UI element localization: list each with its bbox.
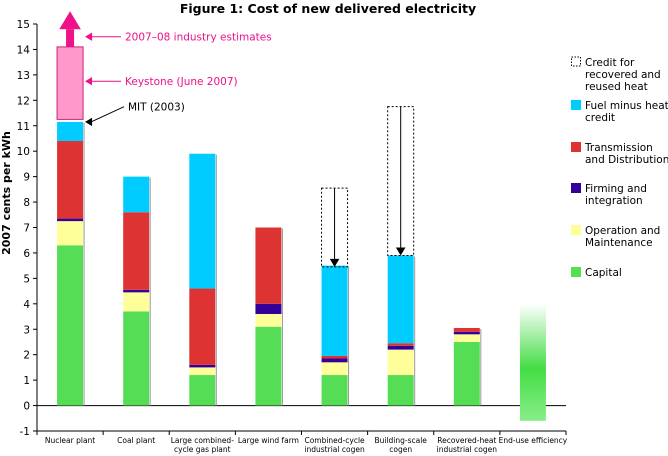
y-tick-label: 13 bbox=[17, 70, 30, 82]
y-tick-label: 12 bbox=[17, 95, 30, 107]
category-label: Large wind farm bbox=[238, 436, 299, 445]
legend-label: and Distribution bbox=[585, 154, 668, 166]
nuclear-estimate-box bbox=[56, 46, 84, 120]
category-label: cogen bbox=[389, 445, 412, 454]
bar-segment bbox=[453, 341, 480, 406]
bar-segment bbox=[387, 343, 414, 346]
annotation-leader bbox=[90, 106, 125, 123]
y-tick-label: -1 bbox=[20, 426, 30, 438]
bar-segment bbox=[255, 326, 282, 406]
bar-segment bbox=[57, 245, 84, 406]
legend-label: Operation and bbox=[585, 225, 660, 237]
bar-segment bbox=[321, 355, 348, 359]
legend-swatch bbox=[571, 142, 581, 152]
legend-swatch bbox=[571, 225, 581, 235]
annotation-label: Keystone (June 2007) bbox=[125, 76, 238, 88]
annotation-arrow-head bbox=[85, 77, 93, 86]
y-tick-label: 5 bbox=[23, 273, 30, 285]
legend-swatch bbox=[571, 56, 581, 67]
bar-segment bbox=[189, 364, 216, 368]
y-tick-label: 6 bbox=[23, 248, 30, 260]
estimate-arrow-head bbox=[59, 11, 81, 30]
bar-segment bbox=[123, 212, 150, 290]
legend-swatch bbox=[571, 183, 581, 193]
legend-label: Fuel minus heat bbox=[585, 100, 668, 112]
bar-segment bbox=[321, 358, 348, 363]
annotation-label: 2007–08 industry estimates bbox=[125, 32, 272, 44]
estimate-arrow-shaft bbox=[66, 29, 75, 47]
chart-title: Figure 1: Cost of new delivered electric… bbox=[180, 1, 476, 16]
category-label: Combined-cycle bbox=[304, 436, 365, 445]
bar-segment bbox=[387, 345, 414, 350]
legend-label: Firming and bbox=[585, 183, 647, 195]
annotation-arrow-head bbox=[85, 117, 93, 127]
y-tick-label: 11 bbox=[17, 121, 30, 133]
category-label: industrial cogen bbox=[304, 445, 365, 454]
bar-segment bbox=[453, 331, 480, 335]
bar-segment bbox=[453, 334, 480, 342]
bar-segment bbox=[189, 153, 216, 289]
legend-label: recovered and bbox=[585, 69, 661, 81]
legend-label: credit bbox=[585, 112, 615, 124]
legend-label: integration bbox=[585, 195, 643, 207]
category-label: cycle gas plant bbox=[174, 445, 231, 454]
bar-segment bbox=[123, 311, 150, 406]
y-tick-label: 9 bbox=[23, 172, 30, 184]
annotation-arrow-head bbox=[85, 32, 93, 41]
efficiency-range-bar bbox=[519, 303, 546, 421]
bar-segment bbox=[387, 255, 414, 344]
y-tick-label: 15 bbox=[17, 19, 30, 31]
bar-segment bbox=[57, 221, 84, 246]
legend-swatch bbox=[571, 100, 581, 110]
bar-segment bbox=[321, 265, 348, 356]
legend-label: Credit for bbox=[585, 57, 635, 69]
legend-label: reused heat bbox=[585, 81, 648, 93]
bar-segment bbox=[321, 375, 348, 406]
bar-segment bbox=[189, 367, 216, 376]
y-tick-label: 10 bbox=[17, 146, 30, 158]
annotation-label: MIT (2003) bbox=[128, 102, 185, 114]
bar-segment bbox=[255, 227, 282, 304]
bar-segment bbox=[57, 218, 84, 222]
bar-segment bbox=[189, 288, 216, 365]
category-label: Coal plant bbox=[117, 436, 155, 445]
bar-segment bbox=[57, 121, 84, 142]
y-tick-label: 7 bbox=[23, 223, 30, 235]
bar-segment bbox=[387, 375, 414, 406]
bar-segment bbox=[57, 141, 84, 219]
legend-label: Transmission bbox=[584, 142, 653, 154]
y-tick-label: 14 bbox=[17, 44, 31, 56]
legend-label: Capital bbox=[585, 267, 622, 279]
category-label: Nuclear plant bbox=[45, 436, 95, 445]
y-tick-label: 0 bbox=[23, 401, 30, 413]
y-axis-label: 2007 cents per kWh bbox=[0, 131, 13, 255]
bar-segment bbox=[255, 303, 282, 314]
y-tick-label: 1 bbox=[23, 375, 30, 387]
category-label: industrial cogen bbox=[437, 445, 498, 454]
bar-segment bbox=[321, 362, 348, 376]
y-tick-label: 2 bbox=[23, 350, 30, 362]
heat-credit-arrow-head bbox=[329, 258, 340, 267]
category-label: End-use efficiency bbox=[499, 436, 568, 445]
legend-label: Maintenance bbox=[585, 237, 653, 249]
bar-segment bbox=[453, 327, 480, 332]
bar-segment bbox=[123, 292, 150, 312]
category-label: Recovered-heat bbox=[437, 436, 496, 445]
legend-swatch bbox=[571, 267, 581, 277]
bar-segment bbox=[123, 176, 150, 213]
heat-credit-arrow-head bbox=[395, 247, 406, 256]
bar-segment bbox=[189, 375, 216, 406]
category-label: Building-scale bbox=[374, 436, 427, 445]
y-tick-label: 4 bbox=[23, 299, 30, 311]
bar-segment bbox=[387, 349, 414, 376]
category-label: Large combined- bbox=[171, 436, 234, 445]
y-tick-label: 8 bbox=[23, 197, 30, 209]
y-tick-label: 3 bbox=[23, 324, 30, 336]
bar-segment bbox=[255, 313, 282, 327]
bar-segment bbox=[123, 289, 150, 293]
